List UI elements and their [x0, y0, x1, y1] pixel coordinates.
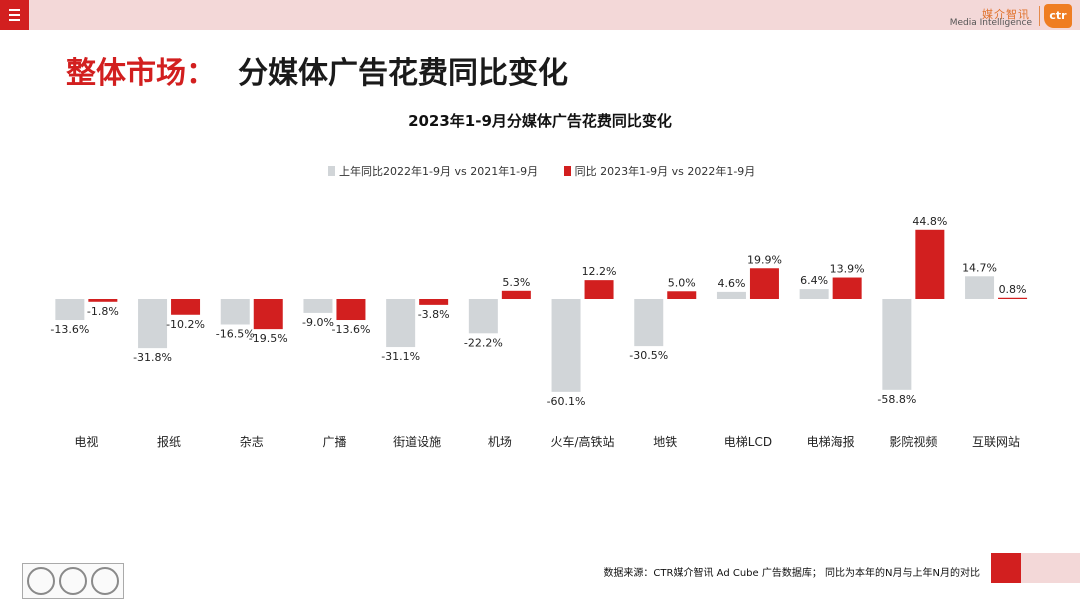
logo-divider — [1039, 6, 1040, 26]
category-label: 机场 — [488, 435, 512, 449]
data-label: 14.7% — [962, 261, 997, 274]
bar-current-year — [584, 280, 614, 299]
bar-current-year — [419, 299, 449, 305]
page-title-prefix: 整体市场： — [66, 56, 216, 91]
data-label: -3.8% — [418, 308, 450, 321]
legend-swatch-prior-year — [328, 166, 335, 176]
bar-prior-year — [882, 299, 912, 390]
bar-prior-year — [55, 299, 85, 321]
category-label: 互联网站 — [972, 435, 1020, 449]
bar-current-year — [88, 299, 118, 302]
data-label: -13.6% — [331, 323, 370, 336]
page-title-main: 分媒体广告花费同比变化 — [238, 56, 568, 91]
bar-prior-year — [220, 299, 250, 325]
category-label: 杂志 — [240, 435, 264, 449]
certification-badges — [22, 563, 124, 599]
footer-accent — [991, 553, 1080, 583]
bar-prior-year — [634, 299, 664, 347]
bar-chart: -13.6% -1.8% 电视 -31.8% -10.2% 报纸 -16.5%-19.5% 杂… — [50, 215, 1028, 449]
logo-english-text: Media Intelligence — [949, 18, 1032, 28]
data-label: -31.8% — [133, 351, 172, 364]
legend-label-prior-year: 上年同比2022年1-9月 vs 2021年1-9月 — [339, 165, 539, 178]
legend-swatch-current-year — [563, 166, 571, 176]
data-source-note: 数据来源：CTR媒介智讯 Ad Cube 广告数据库； 同比为本年的N月与上年N… — [603, 568, 980, 579]
category-label: 报纸 — [157, 434, 181, 449]
bar-current-year — [915, 229, 945, 299]
data-label: -16.5% — [216, 327, 255, 340]
bar-prior-year — [138, 299, 168, 349]
category-label: 电梯LCD — [724, 435, 772, 449]
bar-prior-year — [551, 299, 581, 392]
bar-prior-year — [386, 299, 416, 348]
data-label: -30.5% — [629, 349, 668, 362]
data-label: 19.9% — [747, 253, 782, 266]
logo-chinese-text: 媒介智讯 — [982, 8, 1030, 21]
bar-current-year — [749, 268, 779, 299]
legend-label-current-year: 同比 2023年1-9月 vs 2022年1-9月 — [574, 165, 756, 178]
data-label: -22.2% — [464, 336, 503, 349]
data-label: -58.8% — [877, 393, 916, 406]
category-label: 地铁 — [653, 435, 677, 449]
data-label: 5.3% — [502, 276, 530, 289]
data-label: 44.8% — [912, 215, 947, 228]
data-label: -9.0% — [302, 316, 334, 329]
data-label: 5.0% — [668, 276, 696, 289]
legend-item-prior-year: 上年同比2022年1-9月 vs 2021年1-9月 — [328, 163, 538, 179]
menu-icon[interactable] — [0, 0, 29, 30]
legend-item-current-year: 同比 2023年1-9月 vs 2022年1-9月 — [563, 163, 756, 179]
data-label: -1.8% — [87, 305, 119, 318]
category-label: 火车/高铁站 — [551, 434, 615, 449]
data-label: -13.6% — [50, 323, 89, 336]
category-label: 街道设施 — [393, 435, 441, 449]
ctr-logo: ctr — [1044, 4, 1072, 28]
category-label: 电梯海报 — [807, 434, 855, 449]
data-label: 12.2% — [582, 265, 617, 278]
bar-prior-year — [303, 299, 333, 313]
bar-prior-year — [468, 299, 498, 334]
page-title: 整体市场： 分媒体广告花费同比变化 — [66, 48, 568, 92]
bar-current-year — [253, 299, 283, 330]
category-label: 影院视频 — [889, 434, 937, 449]
category-label: 电视 — [74, 434, 98, 449]
data-label: -31.1% — [381, 350, 420, 363]
bar-current-year — [336, 299, 366, 321]
chart-legend: 上年同比2022年1-9月 vs 2021年1-9月 同比 2023年1-9月 … — [328, 163, 777, 179]
bar-prior-year — [799, 289, 829, 299]
data-label: -10.2% — [166, 318, 205, 331]
bar-current-year — [667, 291, 697, 299]
sgs-badge-icon — [91, 567, 119, 595]
sgs-badge-icon — [59, 567, 87, 595]
sgs-badge-icon — [27, 567, 55, 595]
category-label: 广播 — [322, 435, 346, 449]
bar-current-year — [501, 290, 531, 299]
data-label: 6.4% — [800, 274, 828, 287]
data-label: 0.8% — [999, 283, 1027, 296]
bar-current-year — [832, 277, 862, 299]
data-label: 4.6% — [717, 277, 745, 290]
chart-title: 2023年1-9月分媒体广告花费同比变化 — [408, 112, 672, 130]
data-label: 13.9% — [830, 263, 865, 276]
bar-current-year — [998, 297, 1028, 299]
data-label: -19.5% — [249, 332, 288, 345]
bar-prior-year — [965, 276, 995, 299]
data-label: -60.1% — [547, 395, 586, 408]
bar-prior-year — [716, 291, 746, 299]
bar-current-year — [171, 299, 201, 315]
top-bar — [0, 0, 1080, 30]
